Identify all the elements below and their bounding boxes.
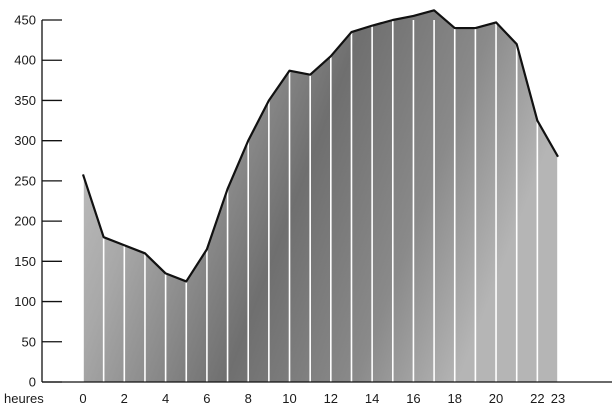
x-tick-label: 23 — [551, 391, 565, 406]
x-tick-label: 16 — [406, 391, 420, 406]
x-axis-label: heures — [4, 391, 44, 406]
y-tick-label: 150 — [14, 254, 36, 269]
series-line — [81, 9, 559, 283]
x-tick-label: 18 — [448, 391, 462, 406]
y-tick-label: 400 — [14, 53, 36, 68]
x-tick-label: 6 — [203, 391, 210, 406]
y-tick-label: 200 — [14, 214, 36, 229]
y-tick-label: 300 — [14, 133, 36, 148]
y-tick-label: 50 — [22, 334, 36, 349]
plot-area — [81, 9, 559, 382]
x-tick-label: 8 — [245, 391, 252, 406]
x-tick-label: 4 — [162, 391, 169, 406]
x-tick-label: 0 — [79, 391, 86, 406]
x-tick-label: 10 — [282, 391, 296, 406]
y-tick-label: 350 — [14, 93, 36, 108]
y-tick-label: 450 — [14, 13, 36, 28]
y-tick-label: 100 — [14, 294, 36, 309]
y-tick-label: 250 — [14, 173, 36, 188]
hour-lines — [83, 20, 558, 382]
x-tick-label: 2 — [121, 391, 128, 406]
x-tick-label: 14 — [365, 391, 379, 406]
x-tick-label: 20 — [489, 391, 503, 406]
area-fill — [83, 10, 558, 382]
y-tick-label: 0 — [29, 375, 36, 390]
x-tick-label: 12 — [324, 391, 338, 406]
x-tick-label: 22 — [530, 391, 544, 406]
